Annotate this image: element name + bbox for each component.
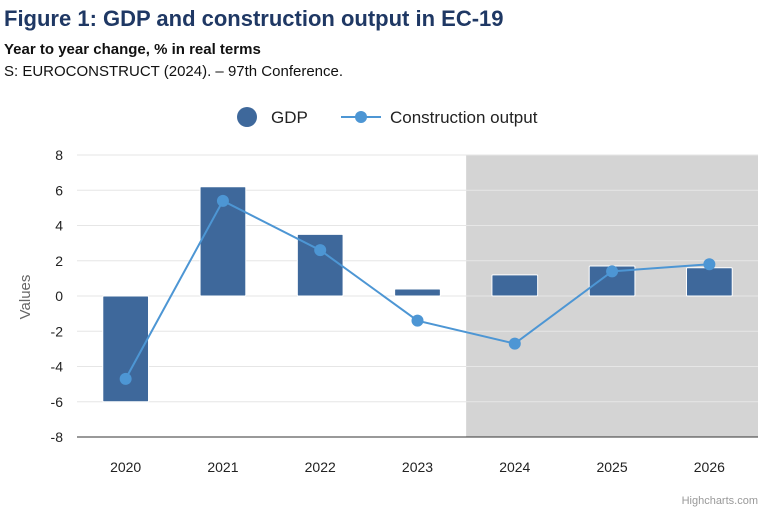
legend-construction-marker [355,111,367,123]
chart-subtitle: Year to year change, % in real terms [4,41,261,58]
construction-point [314,244,327,257]
construction-point [606,265,619,278]
construction-point [703,258,716,271]
x-tick-layer: 2020 2021 2022 2023 2024 2025 2026 [110,459,725,475]
y-tick-label: -6 [51,394,64,410]
legend[interactable]: GDP Construction output [237,107,538,127]
gdp-bar [394,288,441,297]
x-tick-label: 2023 [402,459,433,475]
legend-item-gdp[interactable]: GDP [237,107,308,127]
x-tick-label: 2024 [499,459,530,475]
y-axis-title: Values [17,275,34,320]
x-tick-label: 2020 [110,459,141,475]
legend-gdp-label: GDP [271,108,308,127]
y-tick-label: -8 [51,429,64,445]
chart-source: S: EUROCONSTRUCT (2024). – 97th Conferen… [4,63,344,80]
y-tick-label: 0 [55,288,63,304]
y-tick-label: 8 [55,147,63,163]
gdp-bar [491,274,539,297]
construction-point [508,337,521,350]
y-tick-label: 4 [55,218,63,234]
legend-item-construction-output[interactable]: Construction output [341,108,538,127]
gdp-bar [102,295,150,403]
credits[interactable]: Highcharts.com [682,495,758,507]
legend-construction-label: Construction output [390,108,538,127]
construction-line-layer [119,194,716,385]
y-tick-label: -2 [51,323,64,339]
gdp-bar [685,267,733,297]
construction-point [411,314,424,327]
x-tick-label: 2022 [305,459,336,475]
x-tick-label: 2026 [694,459,725,475]
y-tick-label: 6 [55,182,63,198]
chart-title: Figure 1: GDP and construction output in… [4,6,504,31]
legend-gdp-marker [237,107,257,127]
x-tick-label: 2025 [596,459,627,475]
y-tick-label: -4 [51,359,64,375]
construction-point [216,194,229,207]
y-tick-layer: -8 -6 -4 -2 0 2 4 6 8 [51,147,64,445]
x-tick-label: 2021 [207,459,238,475]
gdp-bar [296,233,344,297]
construction-point [119,372,132,385]
y-tick-label: 2 [55,253,63,269]
